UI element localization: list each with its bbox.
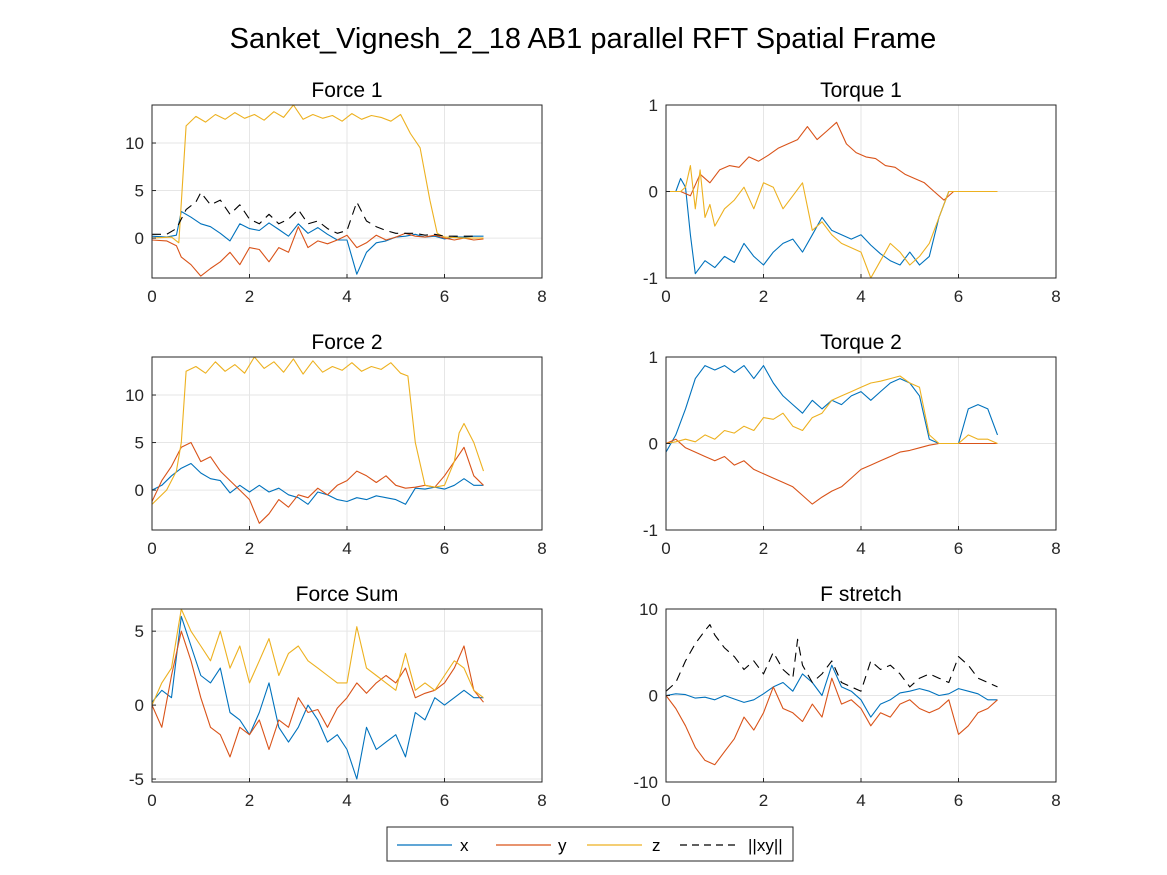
y-tick-label: 0 [649,687,658,706]
legend: x y z ||xy|| [386,826,794,862]
series-line-z [152,609,484,706]
y-tick-label: 1 [649,348,658,367]
x-tick-label: 6 [954,539,963,558]
x-tick-label: 4 [856,539,865,558]
series-group [666,624,998,766]
series-line-z [666,165,998,278]
legend-box [386,826,794,862]
x-tick-label: 4 [342,539,351,558]
y-tick-label: 0 [649,435,658,454]
subplot-title: Torque 2 [820,331,902,354]
y-tick-label: -1 [643,269,658,288]
y-tick-label: 10 [125,134,144,153]
series-line-y [666,121,998,201]
series-line-x [666,664,998,718]
y-tick-label: 0 [135,481,144,500]
figure-title: Sanket_Vignesh_2_18 AB1 parallel RFT Spa… [230,23,937,55]
x-tick-label: 6 [954,287,963,306]
legend-label-xy: ||xy|| [748,836,783,855]
y-tick-label: 1 [649,96,658,115]
x-tick-label: 8 [1051,539,1060,558]
y-tick-label: 10 [639,600,658,619]
x-tick-label: 8 [1051,791,1060,810]
series-line-z [666,375,998,445]
subplot-force-1: 0 2 4 6 8 0 5 10 Force 1 [125,79,547,306]
y-tick-label: 0 [135,229,144,248]
x-tick-label: 8 [537,791,546,810]
x-tick-label: 2 [245,539,254,558]
x-tick-label: 8 [537,287,546,306]
y-tick-label: -10 [633,773,658,792]
subplot-title: Torque 1 [820,79,902,102]
legend-label-z: z [652,836,661,855]
x-tick-label: 6 [440,287,449,306]
series-line-y [666,438,998,505]
x-tick-label: 2 [759,791,768,810]
x-tick-label: 6 [440,791,449,810]
x-tick-label: 4 [342,287,351,306]
subplot-title: Force 1 [311,79,382,102]
series-line-x [152,462,484,505]
series-line-x [152,615,484,780]
x-tick-label: 4 [342,791,351,810]
x-tick-label: 0 [147,791,156,810]
series-line-z [152,357,485,505]
series-group [152,357,485,524]
series-line-x [666,177,998,275]
series-line-y [152,630,484,758]
y-tick-label: -5 [129,770,144,789]
subplot-force-2: 0 2 4 6 8 0 5 10 Force 2 [125,331,547,558]
y-tick-label: 5 [135,622,144,641]
y-tick-label: 5 [135,434,144,453]
series-line-xy [152,191,474,237]
series-group [152,609,484,780]
legend-label-y: y [558,836,567,855]
x-tick-label: 0 [661,287,670,306]
series-line-xy [666,624,998,692]
x-tick-label: 0 [147,287,156,306]
y-tick-label: 5 [135,182,144,201]
x-tick-label: 0 [147,539,156,558]
subplot-title: Force 2 [311,331,382,354]
x-tick-label: 4 [856,287,865,306]
x-tick-label: 2 [759,287,768,306]
x-tick-label: 4 [856,791,865,810]
series-line-z [152,105,484,244]
series-group [152,105,484,277]
x-tick-label: 2 [759,539,768,558]
x-tick-label: 8 [537,539,546,558]
x-tick-label: 0 [661,539,670,558]
y-tick-label: 10 [125,386,144,405]
x-tick-label: 2 [245,791,254,810]
subplot-title: F stretch [820,583,902,606]
y-tick-label: -1 [643,521,658,540]
y-tick-label: 0 [649,183,658,202]
y-tick-label: 0 [135,696,144,715]
series-group [666,121,998,278]
legend-label-x: x [460,836,469,855]
subplot-title: Force Sum [296,583,399,606]
x-tick-label: 6 [954,791,963,810]
x-tick-label: 8 [1051,287,1060,306]
x-tick-label: 6 [440,539,449,558]
series-group [666,365,999,505]
x-tick-label: 0 [661,791,670,810]
x-tick-label: 2 [245,287,254,306]
series-line-y [152,226,484,277]
series-line-y [666,677,998,766]
